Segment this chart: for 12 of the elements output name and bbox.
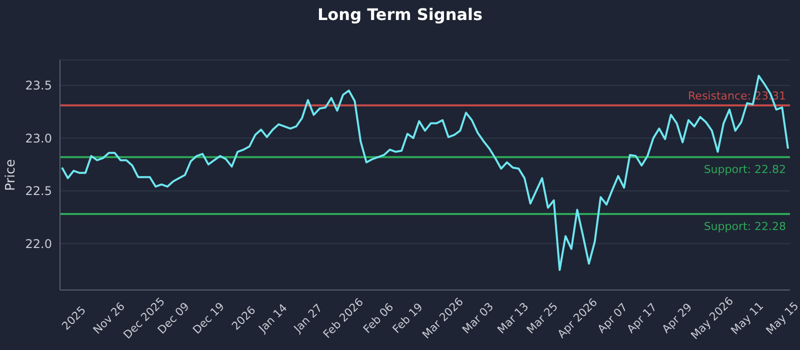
x-tick-label: Jan 14 [256,301,290,336]
y-axis-title: Price [4,159,19,191]
y-tick-label: 23.0 [25,131,52,146]
x-tick-label: Apr 17 [624,300,660,336]
chart-title: Long Term Signals [316,4,484,26]
x-tick-label: Dec 19 [190,300,227,337]
line-series [61,74,789,271]
ref-line-label: Support: 22.28 [704,220,786,234]
y-tick-label: 22.0 [25,236,52,251]
ref-line-label: Support: 22.82 [704,163,786,176]
y-tick-label: 22.5 [25,184,52,198]
y-tick-label: 23.5 [25,78,52,93]
